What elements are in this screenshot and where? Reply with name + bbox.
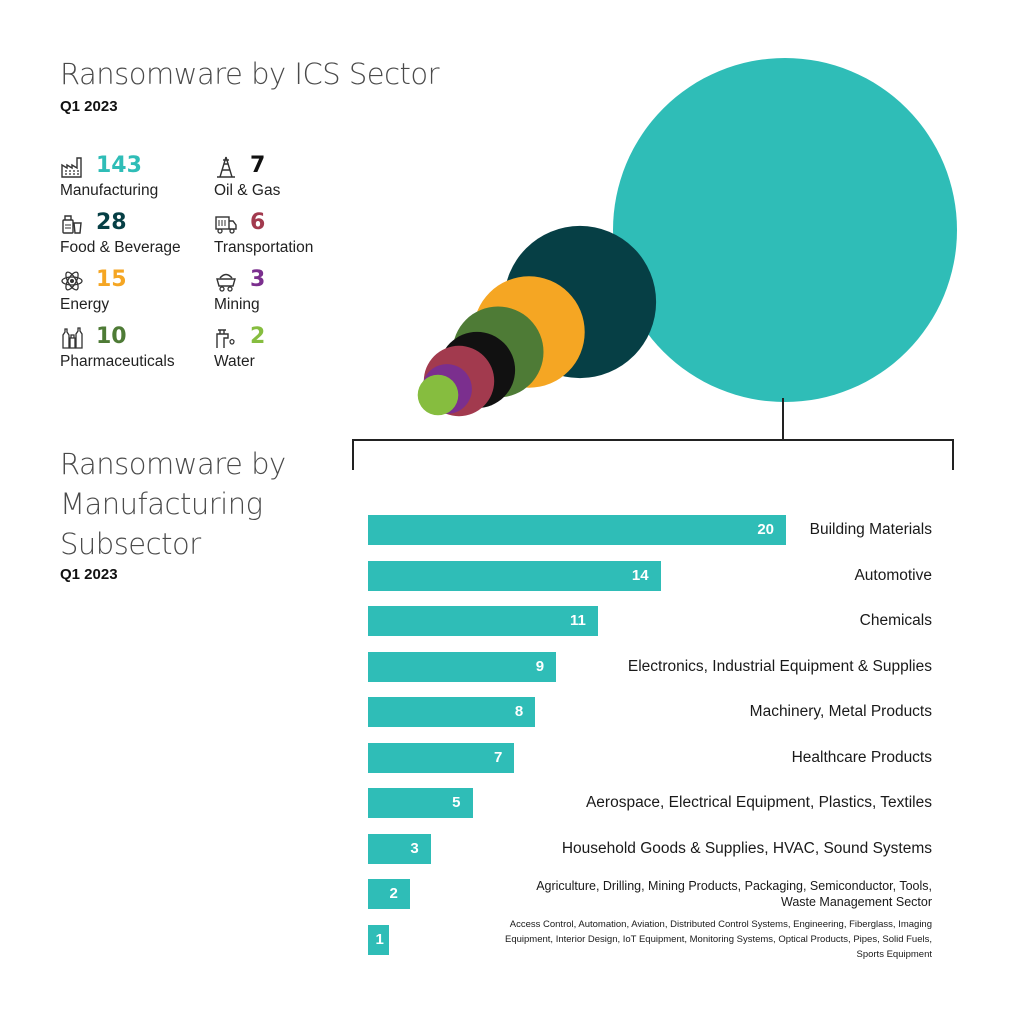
bar-value-label: 3 [410, 839, 419, 857]
bar-category-label: Machinery, Metal Products [749, 703, 932, 720]
sector-food-beverage: 28 Food & Beverage [60, 210, 210, 262]
sector-chart-title: Ransomware by ICS Sector [60, 57, 440, 91]
sector-count: 143 [96, 153, 142, 178]
sector-label: Transportation [214, 239, 314, 256]
sector-energy: 15 Energy [60, 267, 210, 319]
sector-count: 10 [96, 324, 127, 349]
sector-count: 7 [250, 153, 266, 178]
bar-category-label: Healthcare Products [791, 748, 932, 766]
bar-value-label: 5 [452, 794, 461, 811]
sector-water: 2 Water [214, 324, 364, 376]
pharma-bottles-icon [62, 327, 83, 349]
sector-label: Mining [214, 296, 260, 313]
bar: 8 [368, 697, 536, 727]
sector-oil-gas: 7 Oil & Gas [214, 153, 364, 205]
sector-bubble-chart [352, 58, 957, 470]
bar-category-label: Agriculture, Drilling, Mining Products, … [536, 879, 932, 909]
bar: 7 [368, 742, 515, 773]
bar-value-label: 2 [389, 885, 398, 902]
bar-category-label: Electronics, Industrial Equipment & Supp… [627, 657, 932, 675]
subsector-chart-title: Ransomware by Manufacturing Subsector [60, 447, 286, 561]
sector-label: Energy [60, 296, 110, 313]
atom-icon [61, 271, 83, 291]
sector-label: Pharmaceuticals [60, 353, 175, 370]
sector-chart-period: Q1 2023 [60, 98, 118, 115]
water-tap-icon [216, 329, 235, 348]
food-icon [62, 215, 82, 234]
sector-label: Manufacturing [60, 182, 159, 199]
bar: 9 [368, 651, 557, 682]
factory-icon [61, 157, 82, 178]
truck-icon [215, 216, 237, 234]
bar-value-label: 8 [514, 703, 524, 720]
bubble-water [417, 374, 459, 416]
sector-pharmaceuticals: 10 Pharmaceuticals [60, 324, 210, 376]
sector-label: Water [214, 353, 255, 370]
bubble-manufacturing [613, 58, 957, 402]
bar-value-label: 1 [375, 930, 384, 948]
bar-category-label: Aerospace, Electrical Equipment, Plastic… [585, 794, 932, 811]
bar-value-label: 20 [757, 521, 774, 538]
bar-category-label: Household Goods & Supplies, HVAC, Sound … [561, 839, 932, 857]
sector-count: 2 [250, 324, 266, 349]
sector-transportation: 6 Transportation [214, 210, 364, 262]
bar: 20 [368, 515, 786, 545]
sector-count: 3 [250, 267, 266, 292]
bar-category-label: Building Materials [809, 521, 932, 538]
sector-manufacturing: 143 Manufacturing [60, 153, 210, 205]
bar-value-label: 9 [535, 657, 545, 675]
sector-count: 6 [250, 210, 266, 235]
sector-label: Oil & Gas [214, 182, 281, 199]
subsector-chart-period: Q1 2023 [60, 566, 118, 583]
subsector-bar-chart: 20 Building Materials 14 Automotive 11 Chemic… [0, 490, 1014, 970]
bar-value-label: 11 [570, 612, 586, 629]
bar: 5 [368, 788, 473, 818]
sector-count: 15 [96, 267, 127, 292]
bar-category-label: Access Control, Automation, Aviation, Di… [505, 919, 932, 960]
bar: 11 [368, 606, 598, 636]
bar: 1 [368, 924, 389, 955]
bar-value-label: 14 [631, 566, 649, 584]
sector-label: Food & Beverage [60, 239, 181, 256]
bar: 3 [368, 833, 431, 864]
bar-value-label: 7 [493, 748, 503, 766]
oil-rig-icon [217, 156, 235, 178]
bar: 2 [368, 879, 410, 909]
sector-count: 28 [96, 210, 127, 235]
bar-category-label: Automotive [854, 566, 932, 584]
bar: 14 [368, 560, 661, 591]
mining-cart-icon [216, 273, 236, 292]
bar-category-label: Chemicals [859, 612, 932, 629]
sector-mining: 3 Mining [214, 267, 364, 319]
